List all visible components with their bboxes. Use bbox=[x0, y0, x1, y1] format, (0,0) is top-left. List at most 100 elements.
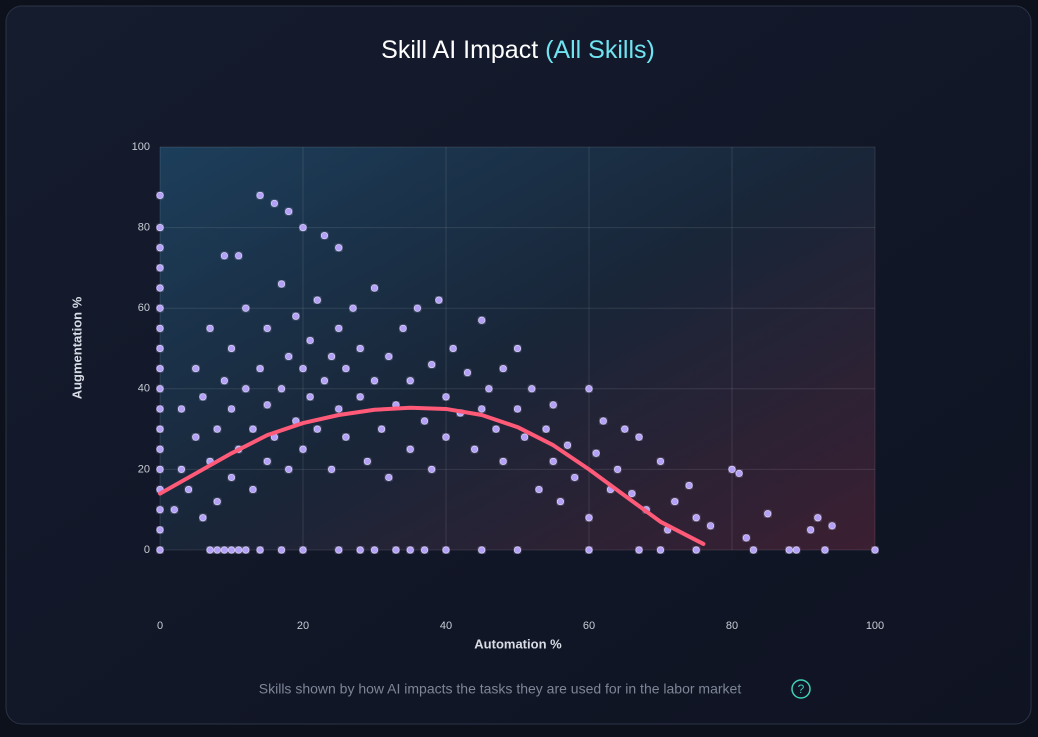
point bbox=[306, 393, 314, 401]
point bbox=[385, 473, 393, 481]
point bbox=[764, 510, 772, 518]
point bbox=[370, 284, 378, 292]
point bbox=[156, 506, 164, 514]
point bbox=[349, 304, 357, 312]
point bbox=[313, 425, 321, 433]
point bbox=[270, 199, 278, 207]
point bbox=[256, 365, 264, 373]
point bbox=[785, 546, 793, 554]
point bbox=[356, 344, 364, 352]
point bbox=[478, 405, 486, 413]
point bbox=[828, 522, 836, 530]
point bbox=[370, 546, 378, 554]
x-axis-label: Automation % bbox=[474, 636, 562, 651]
point bbox=[156, 244, 164, 252]
point bbox=[278, 546, 286, 554]
point bbox=[263, 324, 271, 332]
point bbox=[656, 546, 664, 554]
x-tick-label: 100 bbox=[866, 620, 884, 632]
point bbox=[335, 324, 343, 332]
point bbox=[614, 465, 622, 473]
point bbox=[228, 546, 236, 554]
point bbox=[156, 304, 164, 312]
title-main: Skill AI Impact bbox=[381, 36, 538, 64]
point bbox=[599, 417, 607, 425]
y-tick-label: 0 bbox=[144, 544, 150, 556]
point bbox=[320, 377, 328, 385]
point bbox=[735, 469, 743, 477]
point bbox=[235, 546, 243, 554]
point bbox=[220, 377, 228, 385]
point bbox=[156, 264, 164, 272]
y-axis-label: Augmentation % bbox=[69, 296, 84, 399]
point bbox=[463, 369, 471, 377]
point bbox=[156, 405, 164, 413]
point bbox=[335, 405, 343, 413]
point bbox=[513, 546, 521, 554]
point bbox=[177, 465, 185, 473]
point bbox=[428, 361, 436, 369]
point bbox=[328, 465, 336, 473]
point bbox=[421, 546, 429, 554]
point bbox=[542, 425, 550, 433]
help-icon-text[interactable]: ? bbox=[798, 682, 805, 696]
point bbox=[256, 546, 264, 554]
point bbox=[499, 365, 507, 373]
point bbox=[328, 353, 336, 361]
point bbox=[278, 280, 286, 288]
point bbox=[363, 457, 371, 465]
point bbox=[528, 385, 536, 393]
point bbox=[449, 344, 457, 352]
point bbox=[442, 393, 450, 401]
point bbox=[342, 365, 350, 373]
point bbox=[564, 441, 572, 449]
point bbox=[156, 324, 164, 332]
point bbox=[335, 546, 343, 554]
point bbox=[571, 473, 579, 481]
x-tick-label: 40 bbox=[440, 620, 452, 632]
point bbox=[685, 482, 693, 490]
help-icon[interactable] bbox=[791, 679, 811, 699]
point bbox=[385, 353, 393, 361]
point bbox=[192, 365, 200, 373]
point bbox=[285, 465, 293, 473]
point bbox=[656, 457, 664, 465]
point bbox=[635, 546, 643, 554]
point bbox=[585, 385, 593, 393]
caption: Skills shown by how AI impacts the tasks… bbox=[259, 681, 742, 697]
point bbox=[256, 191, 264, 199]
point bbox=[292, 312, 300, 320]
point bbox=[235, 252, 243, 260]
y-tick-label: 20 bbox=[138, 463, 150, 475]
point bbox=[213, 498, 221, 506]
title-highlight: (All Skills) bbox=[545, 36, 655, 64]
point bbox=[156, 385, 164, 393]
point bbox=[199, 514, 207, 522]
point bbox=[242, 385, 250, 393]
point bbox=[228, 473, 236, 481]
point bbox=[399, 324, 407, 332]
point bbox=[378, 425, 386, 433]
point bbox=[213, 425, 221, 433]
point bbox=[792, 546, 800, 554]
point bbox=[156, 445, 164, 453]
point bbox=[671, 498, 679, 506]
point bbox=[814, 514, 822, 522]
point bbox=[556, 498, 564, 506]
point bbox=[413, 304, 421, 312]
point bbox=[306, 336, 314, 344]
point bbox=[549, 457, 557, 465]
point bbox=[156, 546, 164, 554]
point bbox=[728, 465, 736, 473]
point bbox=[249, 425, 257, 433]
point bbox=[628, 490, 636, 498]
point bbox=[156, 365, 164, 373]
chart-title: Skill AI Impact (All Skills) bbox=[381, 36, 655, 64]
point bbox=[192, 433, 200, 441]
point bbox=[392, 546, 400, 554]
point bbox=[263, 401, 271, 409]
point bbox=[742, 534, 750, 542]
point bbox=[692, 546, 700, 554]
point bbox=[406, 546, 414, 554]
